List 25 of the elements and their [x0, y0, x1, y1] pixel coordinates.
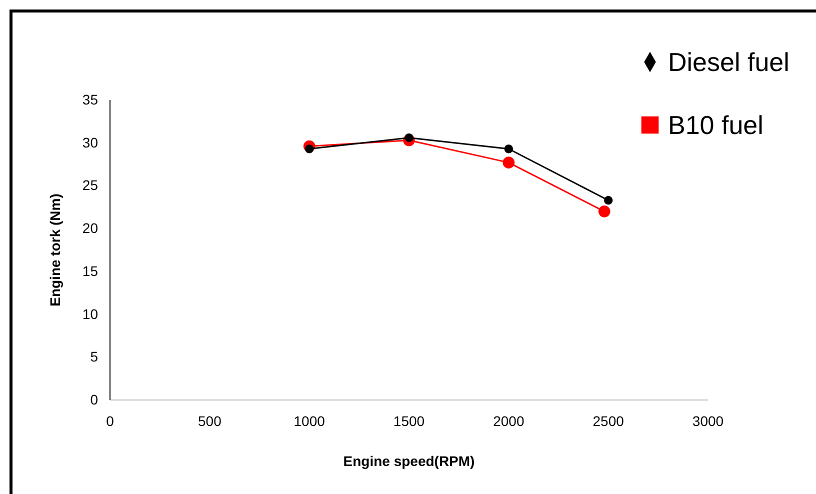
- x-tick-label: 500: [198, 412, 222, 429]
- legend-label: Diesel fuel: [668, 47, 790, 77]
- point: [598, 206, 610, 218]
- y-tick-label: 15: [82, 262, 98, 279]
- y-tick-label: 35: [82, 91, 98, 108]
- y-axis-title: Engine tork (Nm): [47, 194, 63, 306]
- y-tick-label: 30: [82, 134, 98, 150]
- x-tick-label: 2000: [493, 412, 524, 429]
- y-tick-label: 0: [90, 391, 98, 408]
- legend-label: B10 fuel: [668, 110, 764, 140]
- point: [304, 144, 314, 154]
- x-tick-label: 1500: [393, 412, 425, 429]
- point: [604, 196, 613, 205]
- point: [504, 144, 514, 154]
- point: [502, 156, 515, 168]
- y-tick-label: 25: [82, 177, 98, 194]
- point: [404, 133, 414, 142]
- y-tick-label: 5: [90, 348, 98, 365]
- x-axis-title: Engine speed(RPM): [343, 453, 475, 469]
- y-tick-label: 20: [82, 220, 98, 236]
- x-tick-label: 3000: [692, 412, 724, 429]
- x-tick-label: 2500: [592, 412, 624, 429]
- x-tick-label: 0: [106, 412, 114, 429]
- y-tick-label: 10: [82, 306, 98, 322]
- x-tick-label: 1000: [294, 412, 326, 429]
